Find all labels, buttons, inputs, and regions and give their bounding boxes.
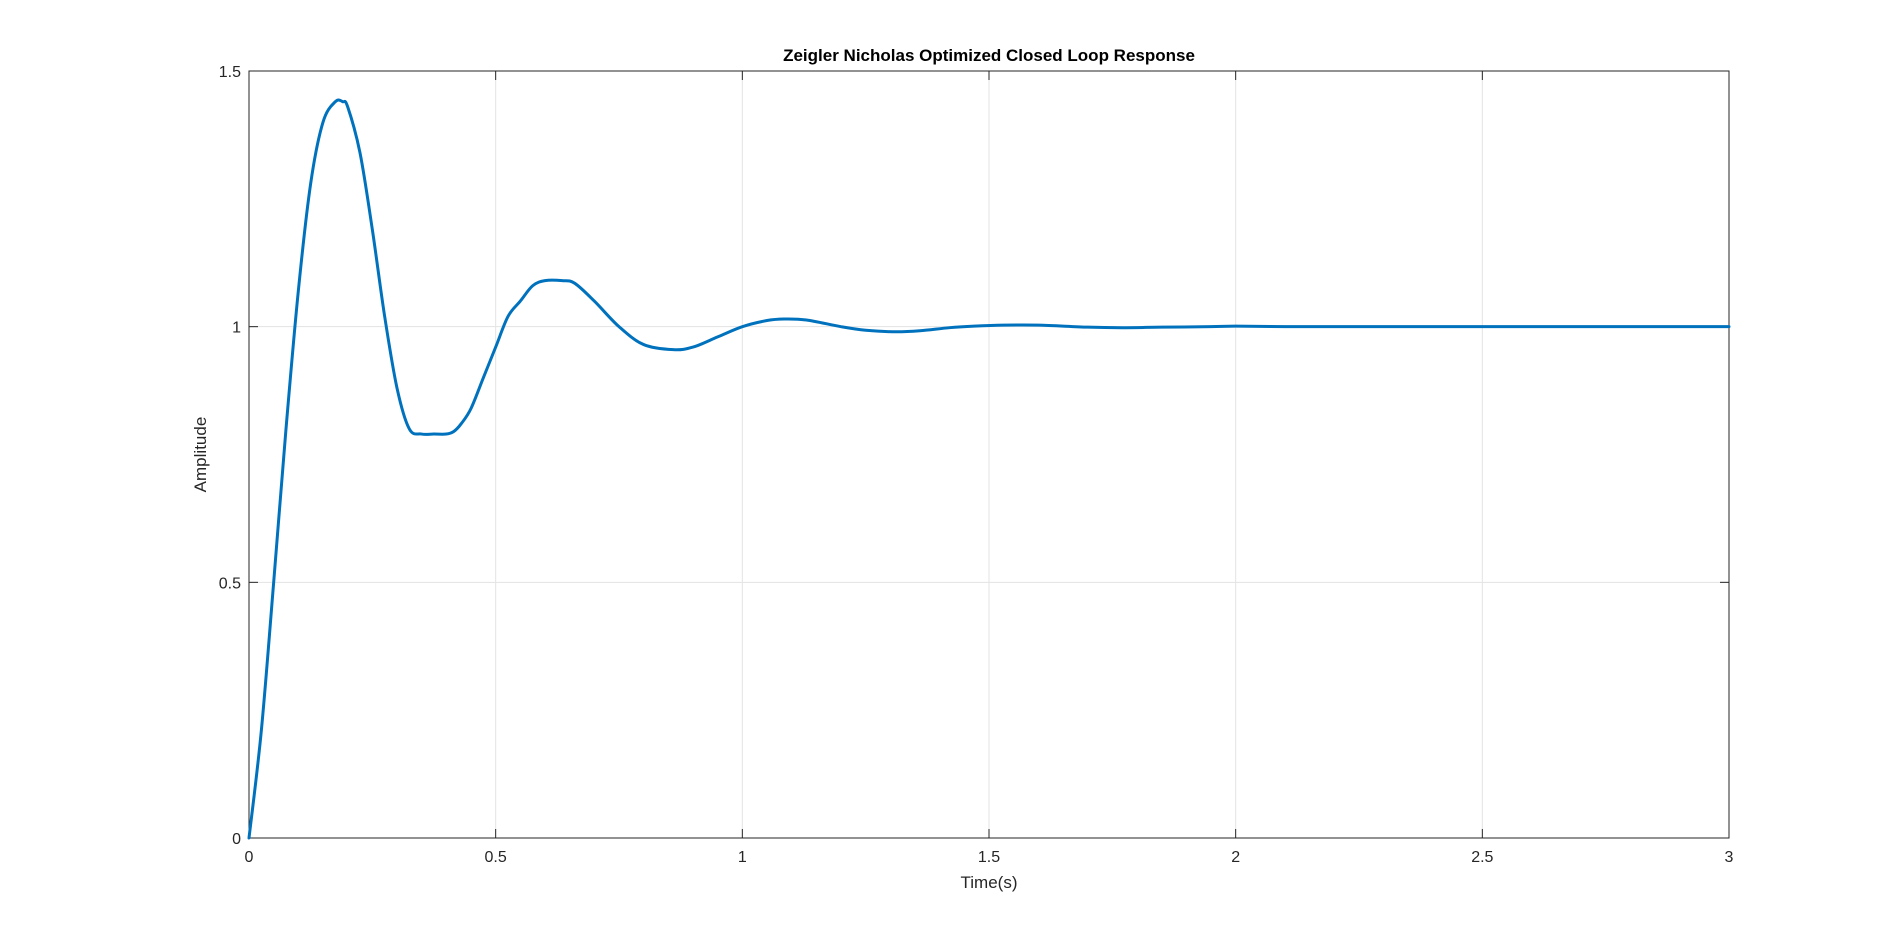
x-tick-labels: 0 0.5 1 1.5 2 2.5 3 [245,849,1734,866]
axis-ticks [248,70,1730,839]
x-tick-label: 2 [1231,849,1240,866]
series-layer [247,98,1731,840]
x-tick-label: 0 [245,849,254,866]
y-tick-label: 1 [232,320,241,337]
chart-title: Zeigler Nicholas Optimized Closed Loop R… [783,46,1195,65]
y-tick-label: 0 [232,831,241,848]
series-line [247,98,1731,840]
x-tick-label: 1 [738,849,747,866]
y-axis-label: Amplitude [191,417,210,493]
x-tick-label: 2.5 [1471,849,1493,866]
y-tick-label: 1.5 [219,64,241,81]
x-tick-label: 1.5 [978,849,1000,866]
x-axis-label: Time(s) [961,873,1018,892]
x-tick-label: 3 [1725,849,1734,866]
x-tick-label: 0.5 [485,849,507,866]
y-tick-label: 0.5 [219,575,241,592]
y-tick-labels: 0 0.5 1 1.5 [219,64,241,848]
